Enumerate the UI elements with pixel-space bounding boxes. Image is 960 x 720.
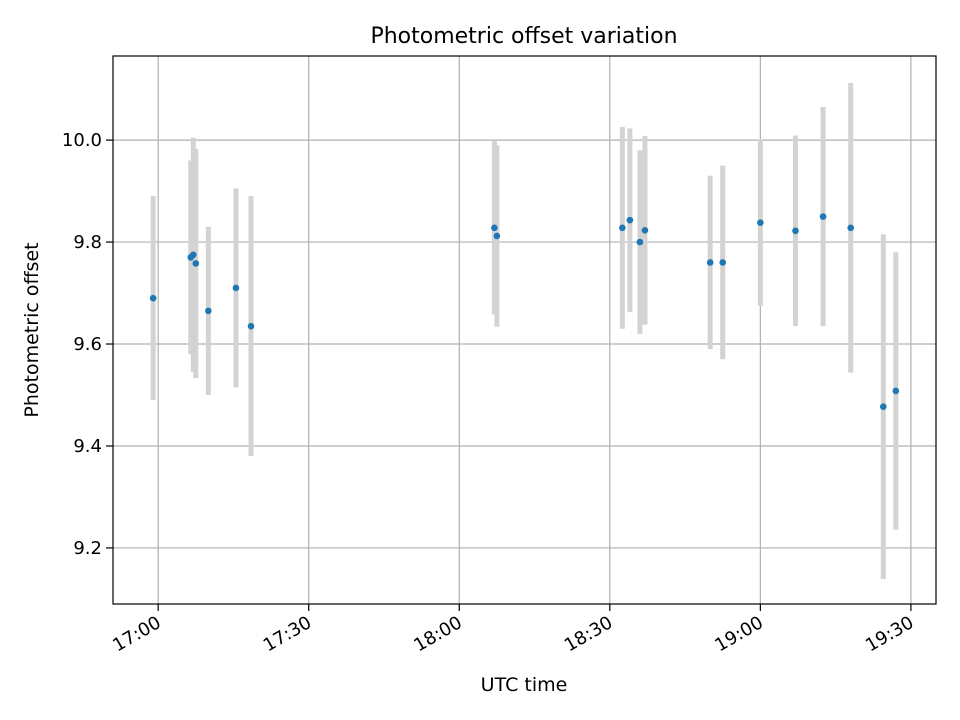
- data-point: [719, 259, 727, 266]
- data-point: [493, 232, 501, 240]
- x-tick-label: 17:30: [260, 612, 315, 656]
- data-point: [706, 259, 714, 266]
- y-axis-ticks: 9.2 9.4 9.6 9.8 10.0: [62, 130, 113, 559]
- x-tick-label: 18:30: [561, 612, 616, 656]
- data-point: [189, 251, 197, 259]
- y-axis-label: Photometric offset: [21, 242, 43, 417]
- x-tick-label: 18:00: [410, 612, 465, 656]
- x-axis-label: UTC time: [481, 674, 568, 696]
- data-point: [192, 260, 200, 267]
- data-point: [149, 294, 157, 302]
- y-tick-label: 9.2: [73, 538, 102, 559]
- data-point: [641, 227, 649, 234]
- data-point: [880, 403, 887, 411]
- data-point: [232, 284, 240, 292]
- y-tick-label: 10.0: [62, 130, 102, 151]
- data-point: [247, 322, 255, 330]
- y-tick-label: 9.8: [73, 232, 102, 253]
- data-point: [757, 219, 764, 226]
- data-point: [847, 224, 854, 232]
- data-point: [636, 238, 644, 246]
- data-point: [619, 224, 626, 232]
- data-point: [819, 213, 827, 220]
- chart-title: Photometric offset variation: [370, 24, 677, 49]
- data-points: [149, 213, 900, 411]
- x-tick-label: 19:00: [711, 612, 766, 656]
- gridlines: [113, 56, 936, 604]
- data-point: [892, 387, 900, 395]
- y-tick-label: 9.6: [73, 334, 102, 355]
- x-tick-label: 19:30: [862, 612, 917, 656]
- x-axis-ticks: 17:00 17:30 18:00 18:30 19:00 19:30: [109, 604, 917, 656]
- y-tick-label: 9.4: [73, 436, 102, 457]
- error-bars: [150, 83, 899, 580]
- data-point: [205, 307, 212, 315]
- data-point: [626, 216, 634, 224]
- plot-frame: [112, 55, 937, 605]
- data-point: [491, 224, 498, 232]
- data-point: [792, 227, 799, 235]
- x-tick-label: 17:00: [109, 612, 164, 656]
